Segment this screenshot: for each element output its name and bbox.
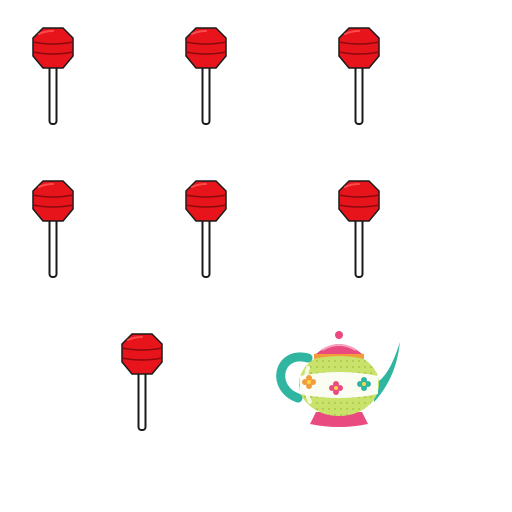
lollipop-5 (184, 179, 228, 279)
lollipop-stick (201, 59, 211, 125)
lollipop-candy (338, 27, 380, 69)
flower-teal-icon (357, 377, 371, 391)
lollipop-stick (48, 59, 58, 125)
lollipop-2 (184, 26, 228, 126)
lollipop-candy (121, 333, 163, 375)
teapot-band-white (300, 372, 378, 398)
lollipop-candy (32, 180, 74, 222)
lollipop-stick (354, 212, 364, 278)
lollipop-candy (32, 27, 74, 69)
lollipop-4 (31, 179, 75, 279)
teapot-spout (372, 342, 400, 402)
lollipop-candy (185, 27, 227, 69)
flower-pink-icon (329, 381, 343, 395)
lollipop-6 (337, 179, 381, 279)
teapot-base (310, 412, 368, 427)
teapot-icon (272, 328, 406, 428)
lollipop-stick (137, 365, 147, 431)
lollipop-3 (337, 26, 381, 126)
lollipop-candy (185, 180, 227, 222)
lollipop-1 (31, 26, 75, 126)
lollipop-7 (120, 332, 164, 432)
lollipop-stick (48, 212, 58, 278)
lollipop-candy (338, 180, 380, 222)
lollipop-stick (201, 212, 211, 278)
flower-orange-icon (302, 375, 316, 389)
teapot-lid-knob (335, 331, 343, 339)
lollipop-stick (354, 59, 364, 125)
teapot-handle (276, 352, 313, 403)
